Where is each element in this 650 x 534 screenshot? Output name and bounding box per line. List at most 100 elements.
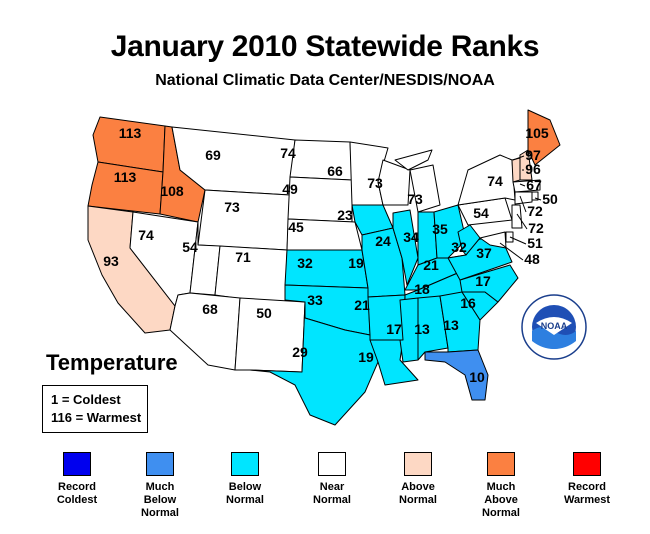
leader-line-nj (516, 213, 528, 230)
state-oh (433, 204, 467, 259)
rank-label-nc: 17 (475, 273, 491, 289)
rank-label-tn: 18 (414, 281, 430, 297)
legend-swatch (487, 452, 515, 476)
rank-label-mn: 66 (327, 163, 343, 179)
legend-label: Record Warmest (563, 481, 611, 506)
legend-label: Below Normal (226, 481, 264, 506)
rank-label-la: 19 (358, 349, 374, 365)
rank-label-or: 113 (114, 169, 137, 185)
rank-label-il: 24 (375, 233, 391, 249)
rank-label-mo: 19 (348, 255, 364, 271)
state-il (392, 209, 419, 286)
rank-label-va: 37 (476, 245, 492, 261)
state-de (505, 231, 514, 243)
state-vt (511, 157, 521, 183)
rank-label-oh: 35 (432, 221, 448, 237)
legend-label: Near Normal (313, 481, 351, 506)
rank-key: 1 = Coldest 116 = Warmest (42, 385, 148, 433)
leader-line-md (499, 242, 524, 261)
rank-label-sc: 16 (460, 295, 476, 311)
legend-item: Much Above Normal (461, 452, 541, 520)
rank-label-ri: 50 (542, 191, 558, 207)
rank-key-warmest: 116 = Warmest (51, 410, 142, 425)
rank-label-ct: 72 (527, 203, 543, 219)
rank-label-in: 34 (403, 229, 419, 245)
rank-label-ga: 13 (443, 317, 459, 333)
legend-swatch (231, 452, 259, 476)
legend-label: Much Above Normal (482, 481, 520, 519)
legend-item: Below Normal (205, 452, 285, 507)
rank-label-al: 13 (414, 321, 430, 337)
rank-label-pa: 54 (473, 205, 489, 221)
rank-label-nd: 74 (280, 145, 296, 161)
rank-label-ma: 67 (526, 177, 542, 193)
rank-label-co: 71 (235, 249, 251, 265)
rank-label-mi: 73 (407, 191, 423, 207)
rank-label-mt: 69 (205, 147, 221, 163)
state-ct (514, 191, 533, 205)
state-me (527, 109, 561, 166)
map-subtitle: National Climatic Data Center/NESDIS/NOA… (155, 72, 495, 89)
state-al (417, 295, 449, 361)
rank-label-az: 68 (202, 301, 218, 317)
rank-label-nm: 50 (256, 305, 272, 321)
rank-label-wy: 73 (224, 199, 240, 215)
state-or (87, 161, 164, 215)
leader-line-ri (534, 197, 542, 201)
state-nj (511, 204, 523, 229)
rank-label-de: 51 (527, 235, 543, 251)
rank-label-wv: 32 (451, 239, 467, 255)
state-wv (457, 224, 481, 256)
rank-label-nh: 96 (525, 161, 541, 177)
leader-line-de (509, 236, 527, 245)
legend-item: Much Below Normal (120, 452, 200, 520)
state-ma (512, 179, 541, 193)
noaa-logo-text: NOAA (541, 321, 568, 331)
rank-label-ks: 32 (297, 255, 313, 271)
state-mi (394, 149, 441, 213)
rank-label-ne: 45 (288, 219, 304, 235)
legend-item: Near Normal (292, 452, 372, 507)
rank-label-wa: 113 (119, 125, 142, 141)
legend-swatch (63, 452, 91, 476)
rank-label-sd: 49 (282, 181, 298, 197)
map-title: January 2010 Statewide Ranks (110, 30, 540, 63)
legend-swatch (404, 452, 432, 476)
rank-label-ok: 33 (307, 292, 323, 308)
legend-label: Much Below Normal (141, 481, 179, 519)
state-nc (459, 264, 519, 303)
rank-label-ms: 17 (386, 321, 402, 337)
state-nh (519, 149, 533, 181)
rank-label-vt: 97 (525, 147, 541, 163)
rank-label-fl: 10 (469, 369, 485, 385)
section-title: Temperature (46, 350, 178, 375)
legend-label: Above Normal (399, 481, 437, 506)
state-tx (249, 301, 379, 426)
legend-label: Record Coldest (56, 481, 98, 506)
legend-item: Above Normal (378, 452, 458, 507)
rank-label-ny: 74 (487, 173, 503, 189)
rank-label-tx: 29 (292, 344, 308, 360)
leader-line-vt (512, 155, 525, 161)
rank-label-wi: 73 (367, 175, 383, 191)
rank-label-ia: 23 (337, 207, 353, 223)
rank-label-me: 105 (525, 125, 549, 141)
legend-swatch (146, 452, 174, 476)
leader-line-ct (519, 195, 527, 213)
rank-label-id: 108 (160, 183, 184, 199)
rank-label-ky: 21 (423, 257, 439, 273)
rank-label-nv: 74 (138, 227, 154, 243)
rank-label-md: 48 (524, 251, 540, 267)
rank-label-nj: 72 (528, 220, 544, 236)
state-wy (197, 189, 291, 251)
rank-label-ut: 54 (182, 239, 198, 255)
leader-line-ma (519, 183, 526, 187)
legend-item: Record Coldest (37, 452, 117, 507)
noaa-logo: NOAA (521, 294, 587, 360)
legend-swatch (318, 452, 346, 476)
rank-key-coldest: 1 = Coldest (51, 392, 121, 407)
rank-label-ar: 21 (354, 297, 370, 313)
legend-swatch (573, 452, 601, 476)
rank-label-ca: 93 (103, 253, 119, 269)
